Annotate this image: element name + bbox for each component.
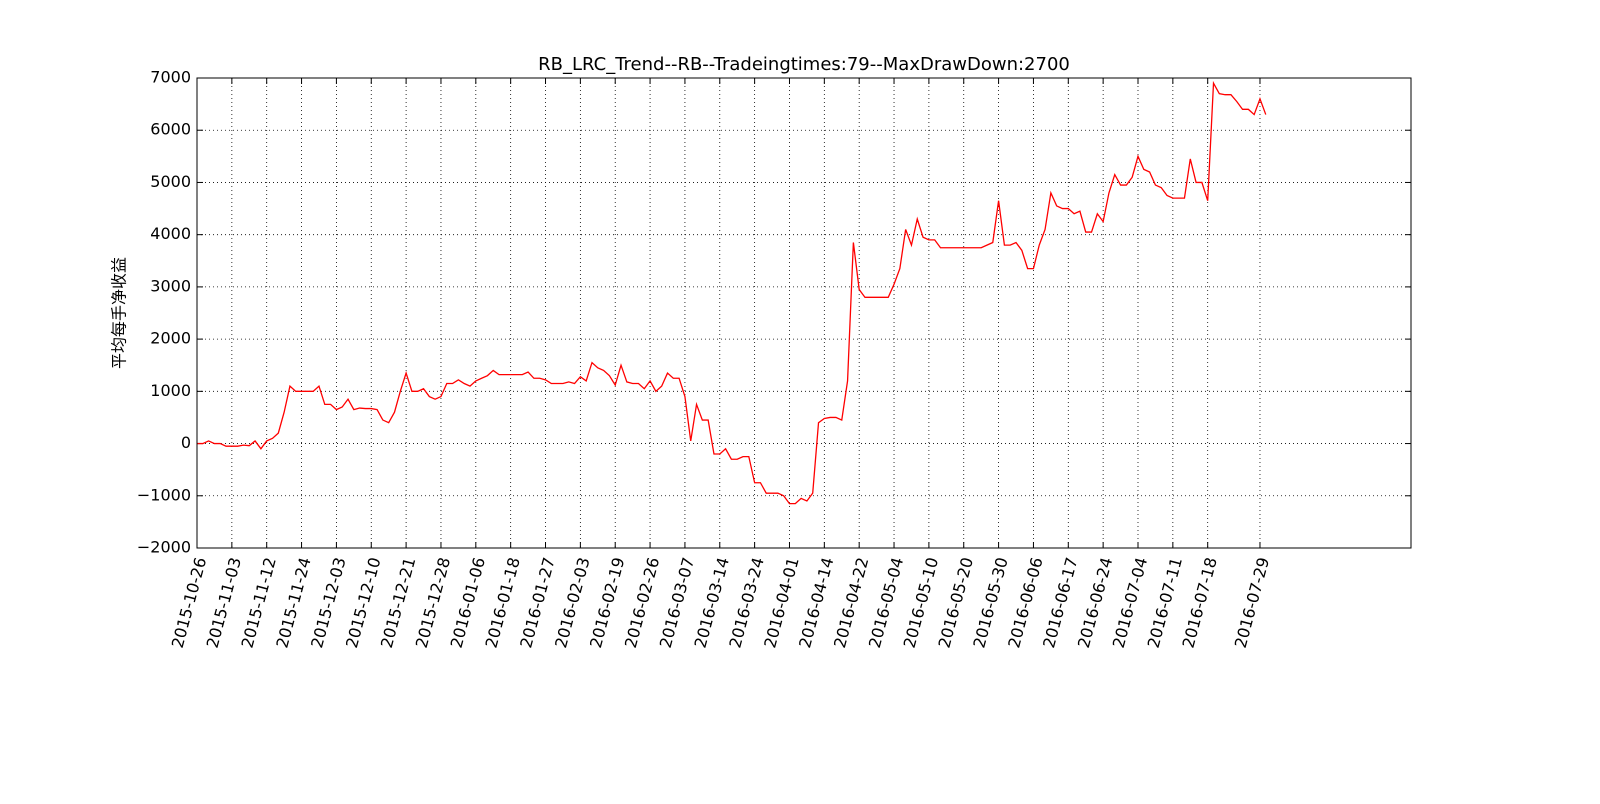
y-tick-label: 5000 [150,172,191,191]
chart-title: RB_LRC_Trend--RB--Tradeingtimes:79--MaxD… [538,54,1070,75]
y-tick-label: 3000 [150,276,191,295]
plot-frame [196,77,1412,549]
y-tick-label: 0 [181,433,191,452]
y-tick-label: 2000 [150,329,191,348]
line-series [197,80,1267,505]
y-tick-label: −1000 [137,485,191,504]
y-tick-label: 1000 [150,381,191,400]
y-tick-label: −2000 [137,538,191,557]
y-tick-label: 4000 [150,224,191,243]
y-tick-label: 6000 [150,120,191,139]
y-axis-label: 平均每手净收益 [110,257,129,369]
y-tick-label: 7000 [150,68,191,87]
